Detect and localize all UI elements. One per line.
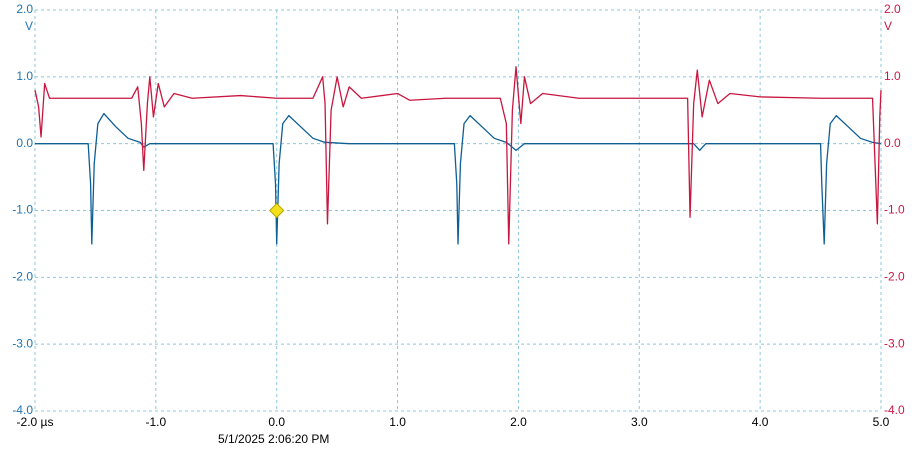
y2-tick-label: -2.0 [884,270,905,284]
y2-tick-label: -1.0 [884,203,905,217]
x-tick-label: 0.0 [268,415,285,429]
y-tick-label: -3.0 [12,336,33,350]
x-tick-label: 5.0 [873,415,890,429]
x-tick-label: 1.0 [389,415,406,429]
trace [34,66,882,245]
y-axis-unit: V [25,19,33,33]
y2-tick-label: 1.0 [884,69,901,83]
y2-tick-label: 0.0 [884,136,901,150]
y-tick-label: 2.0 [16,2,33,16]
y-tick-label: 1.0 [16,69,33,83]
y-tick-label: -1.0 [12,203,33,217]
x-tick-label: 2.0 [510,415,527,429]
trigger-marker [269,202,285,219]
x-tick-label: -1.0 [146,415,167,429]
y-tick-label: -2.0 [12,270,33,284]
y-tick-label: 0.0 [16,136,33,150]
timestamp: 5/1/2025 2:06:20 PM [218,432,329,446]
y-tick-label: -4.0 [12,403,33,417]
y2-tick-label: -4.0 [884,403,905,417]
trace [35,112,882,245]
y2-tick-label: -3.0 [884,336,905,350]
y2-tick-label: 2.0 [884,2,901,16]
x-tick-label: 4.0 [752,415,769,429]
y2-axis-unit: V [884,19,892,33]
x-tick-label: -2.0 µs [17,415,54,429]
x-tick-label: 3.0 [631,415,648,429]
